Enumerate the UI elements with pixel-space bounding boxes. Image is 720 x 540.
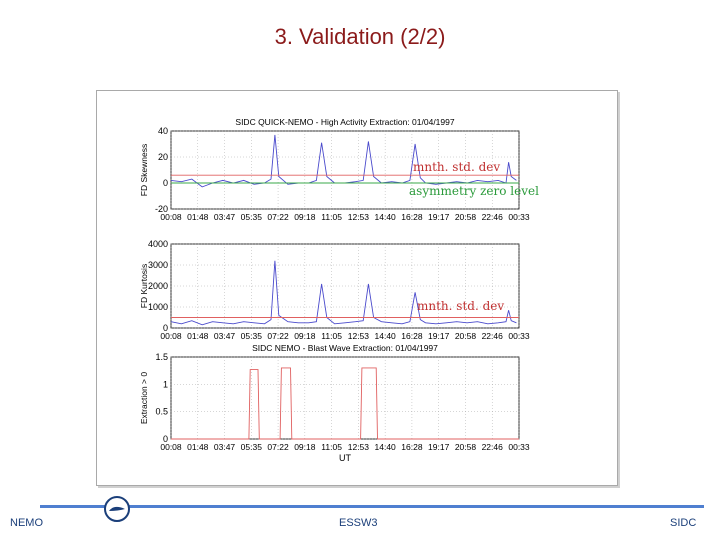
- y-tick-label: 1: [163, 379, 168, 389]
- annotation-zero-level: asymmetry zero level: [409, 184, 539, 198]
- x-tick-label: 22:46: [482, 212, 504, 222]
- footer-right-text: SIDC: [670, 517, 697, 529]
- footer-center-text: ESSW3: [339, 517, 378, 529]
- x-tick-label: 03:47: [214, 442, 236, 452]
- y-tick-label: 4000: [148, 239, 168, 249]
- x-tick-label: 05:35: [241, 442, 263, 452]
- x-tick-label: 01:48: [187, 442, 209, 452]
- x-tick-label: 12:53: [348, 442, 370, 452]
- axes-box: [170, 130, 520, 210]
- y-axis-label: FD Skewness: [139, 144, 149, 196]
- x-tick-label: 19:17: [428, 331, 450, 341]
- y-tick-label: 1.5: [155, 352, 168, 362]
- x-tick-label: 20:58: [455, 212, 477, 222]
- x-tick-label: 03:47: [214, 212, 236, 222]
- x-tick-label: 12:53: [348, 212, 370, 222]
- x-tick-label: 19:17: [428, 212, 450, 222]
- y-tick-label: 2000: [148, 281, 168, 291]
- series-line-extraction: [171, 367, 519, 440]
- y-axis-label: FD Kurtosis: [139, 264, 149, 308]
- chart-title: SIDC QUICK-NEMO - High Activity Extracti…: [235, 117, 454, 127]
- x-tick-label: 11:05: [321, 442, 342, 452]
- x-tick-label: 16:28: [401, 331, 423, 341]
- x-tick-label: 05:35: [241, 331, 263, 341]
- x-tick-label: 11:05: [321, 212, 342, 222]
- x-tick-label: 00:08: [160, 442, 182, 452]
- y-tick-label: 3000: [148, 260, 168, 270]
- x-tick-label: 12:53: [348, 331, 370, 341]
- y-axis-label: Extraction > 0: [139, 372, 149, 424]
- x-tick-label: 14:40: [375, 212, 397, 222]
- sidc-logo-icon: [104, 496, 130, 522]
- y-tick-label: 0: [163, 323, 168, 333]
- annotation-std-dev: mnth. std. dev: [417, 299, 504, 313]
- y-tick-label: 0: [163, 178, 168, 188]
- x-tick-label: 00:08: [160, 212, 182, 222]
- y-tick-label: 20: [158, 152, 168, 162]
- y-tick-label: 0.5: [155, 407, 168, 417]
- x-tick-label: 07:22: [267, 331, 289, 341]
- footer-line: [40, 505, 704, 508]
- y-tick-label: -20: [155, 204, 168, 214]
- x-tick-label: 01:48: [187, 212, 209, 222]
- axes-box: [170, 356, 520, 440]
- chart-title: SIDC NEMO - Blast Wave Extraction: 01/04…: [252, 343, 438, 353]
- x-tick-label: 09:18: [294, 442, 316, 452]
- x-tick-label: 07:22: [267, 442, 289, 452]
- x-tick-label: 19:17: [428, 442, 450, 452]
- x-tick-label: 20:58: [455, 442, 477, 452]
- x-tick-label: 09:18: [294, 212, 316, 222]
- y-tick-label: 40: [158, 126, 168, 136]
- x-tick-label: 07:22: [267, 212, 289, 222]
- x-tick-label: 22:46: [482, 442, 504, 452]
- x-tick-label: 00:33: [508, 212, 530, 222]
- x-tick-label: 05:35: [241, 212, 263, 222]
- x-tick-label: 11:05: [321, 331, 342, 341]
- x-tick-label: 20:58: [455, 331, 477, 341]
- slide-title: 3. Validation (2/2): [274, 24, 446, 49]
- x-tick-label: 22:46: [482, 331, 504, 341]
- y-tick-label: 0: [163, 434, 168, 444]
- x-tick-label: 00:33: [508, 442, 530, 452]
- x-tick-label: 01:48: [187, 331, 209, 341]
- x-tick-label: 09:18: [294, 331, 316, 341]
- x-axis-label: UT: [339, 453, 351, 463]
- y-tick-label: 1000: [148, 302, 168, 312]
- x-tick-label: 14:40: [375, 442, 397, 452]
- x-tick-label: 16:28: [401, 442, 423, 452]
- series-line-kurtosis: [170, 260, 517, 326]
- x-tick-label: 00:33: [508, 331, 530, 341]
- annotation-std-dev: mnth. std. dev: [413, 160, 500, 174]
- x-tick-label: 00:08: [160, 331, 182, 341]
- x-tick-label: 14:40: [375, 331, 397, 341]
- x-tick-label: 16:28: [401, 212, 423, 222]
- footer-left-text: NEMO: [10, 517, 43, 529]
- x-tick-label: 03:47: [214, 331, 236, 341]
- figure-frame: -20 0 20 40 00:08 01:48 03:47 05:35 07:22 09:18 11…: [96, 90, 618, 486]
